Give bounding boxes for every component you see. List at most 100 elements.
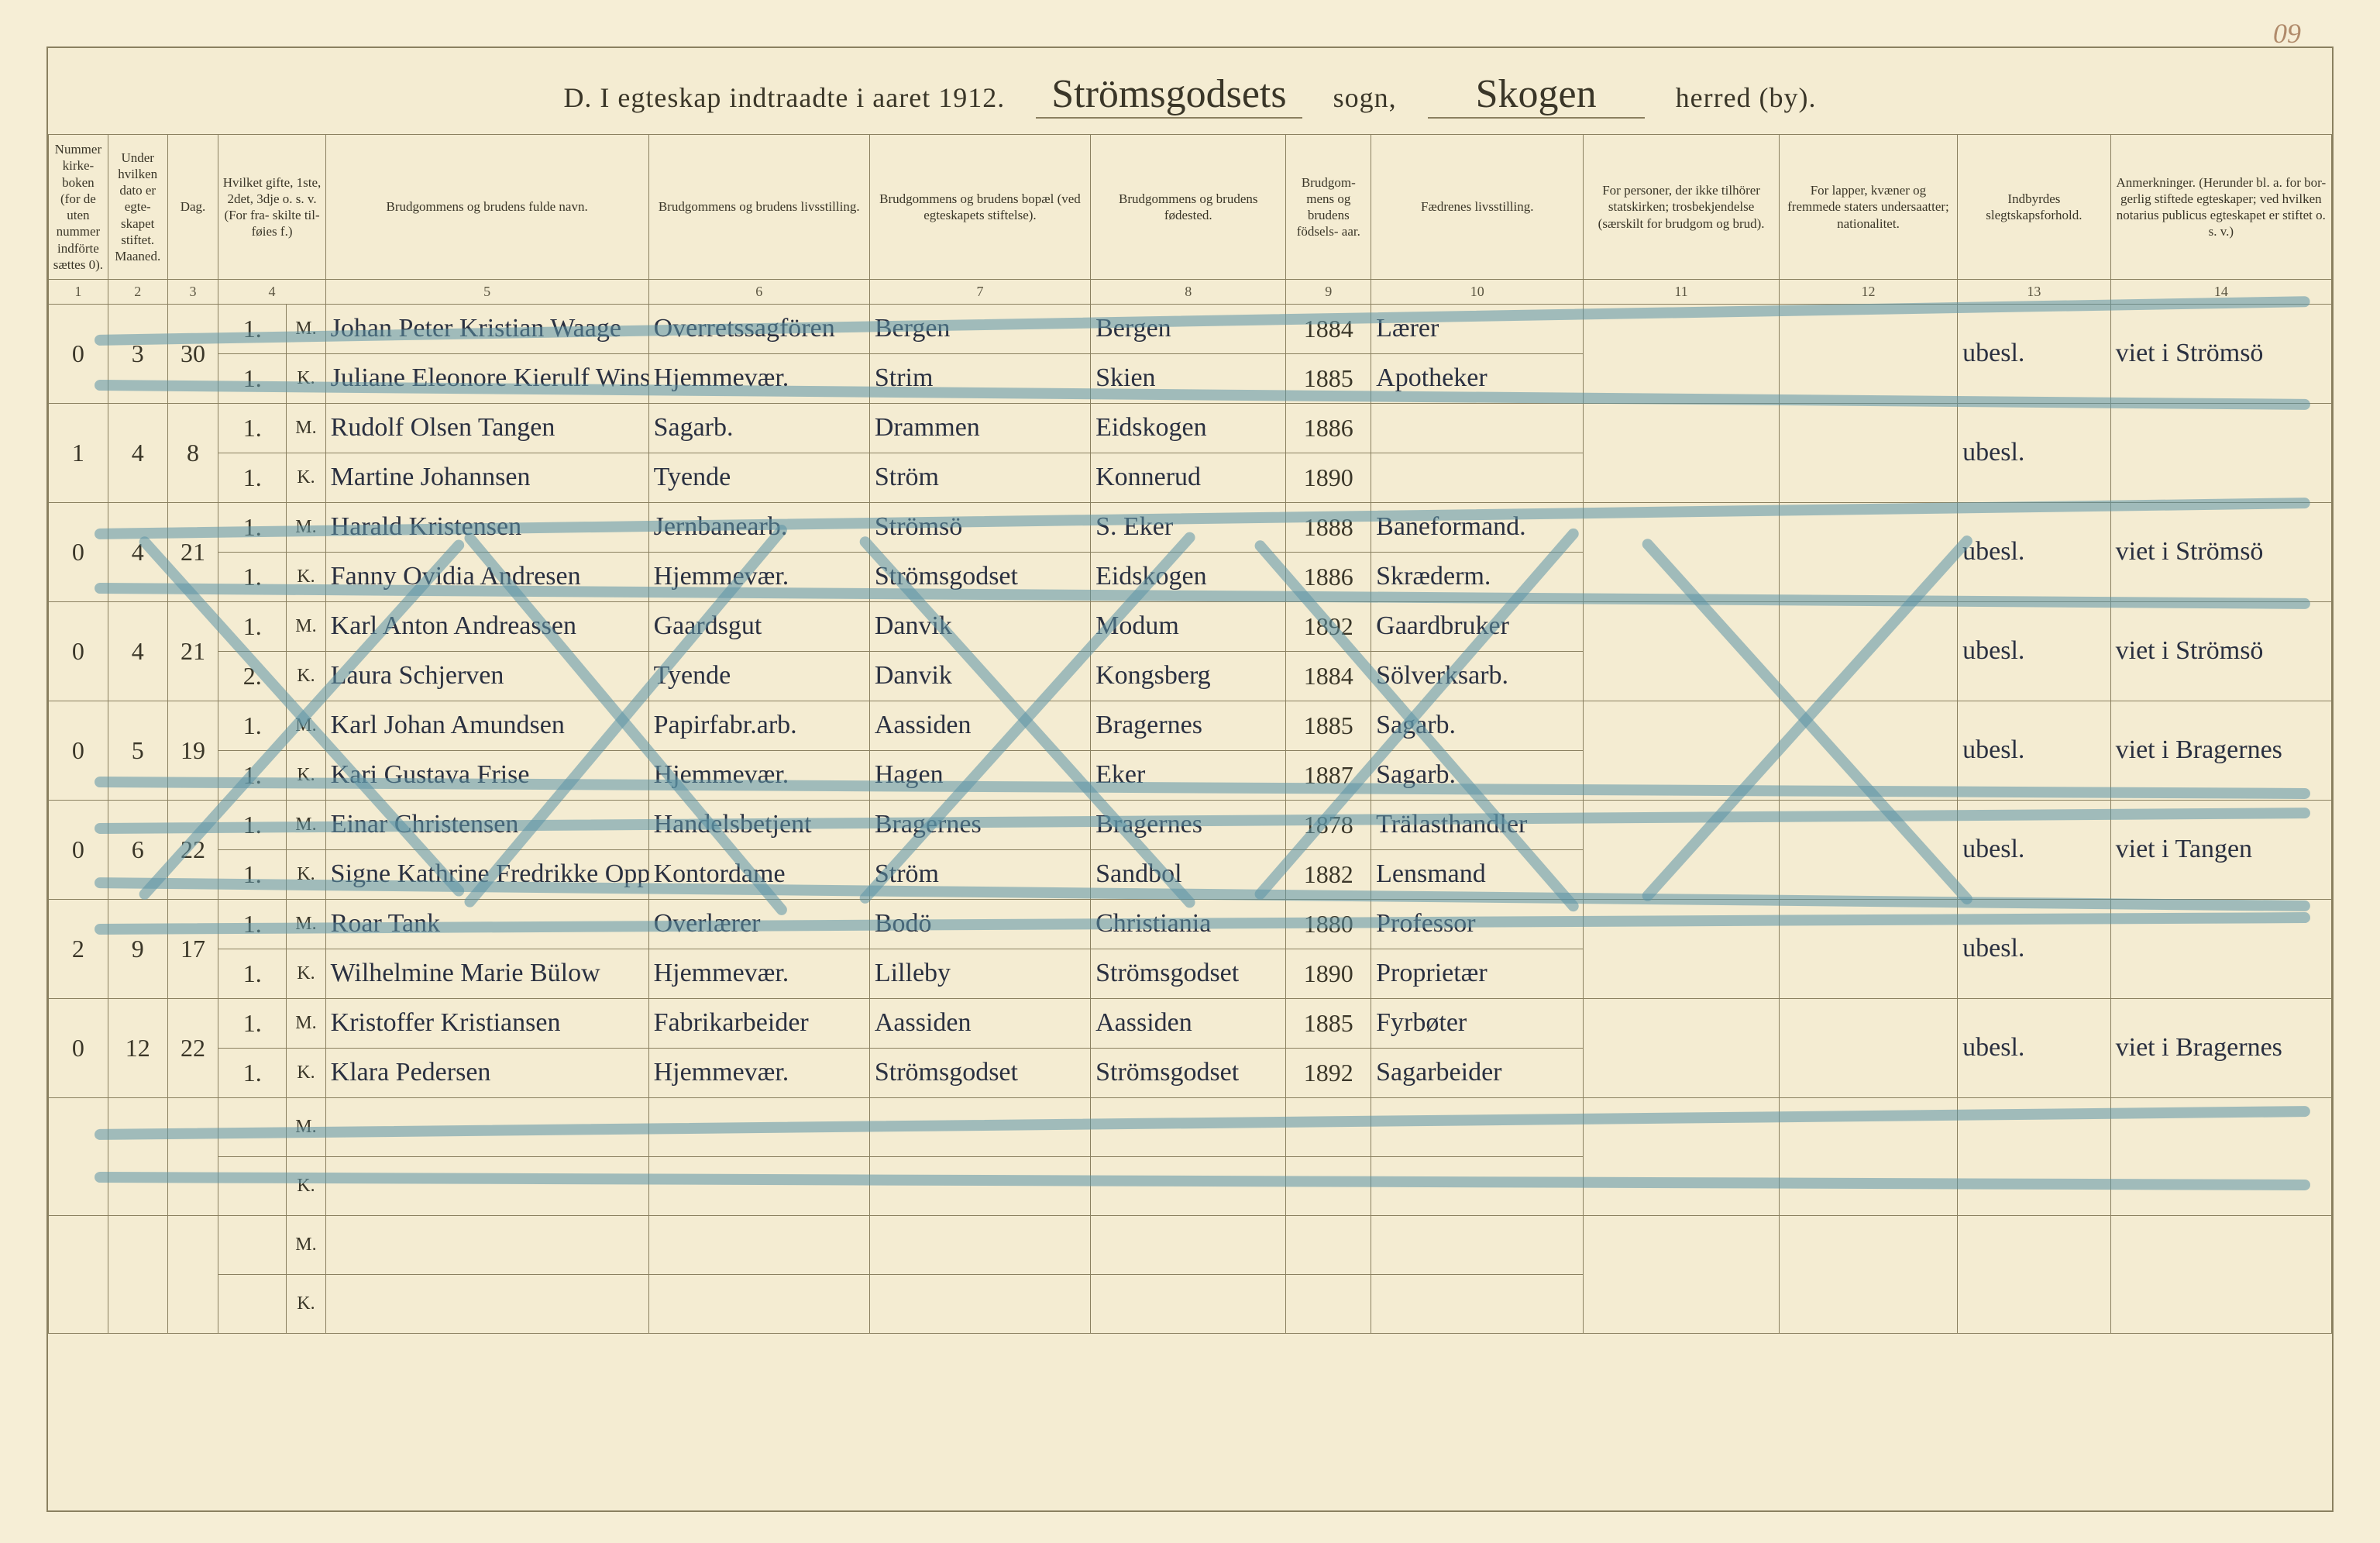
aar: 1892 bbox=[1286, 601, 1371, 651]
faedre: Skræderm. bbox=[1371, 552, 1584, 601]
dag: 21 bbox=[167, 502, 218, 601]
page-header: D. I egteskap indtraadte i aaret 1912. S… bbox=[48, 48, 2332, 134]
nr: 0 bbox=[49, 502, 108, 601]
col-number: 12 bbox=[1779, 280, 1957, 305]
navn: Signe Kathrine Fredrikke Opperud bbox=[325, 849, 648, 899]
c14: viet i Tangen bbox=[2110, 800, 2331, 899]
gifte: 1. bbox=[218, 899, 287, 949]
aar: 1887 bbox=[1286, 750, 1371, 800]
col-number: 9 bbox=[1286, 280, 1371, 305]
cell bbox=[218, 1156, 287, 1215]
bopel: Aassiden bbox=[869, 701, 1090, 750]
maaned: 4 bbox=[108, 601, 167, 701]
faedre: Trälasthandler bbox=[1371, 800, 1584, 849]
cell bbox=[218, 1215, 287, 1274]
bopel: Strömsgodset bbox=[869, 552, 1090, 601]
nr: 0 bbox=[49, 304, 108, 403]
navn: Martine Johannsen bbox=[325, 453, 648, 502]
gifte: 1. bbox=[218, 701, 287, 750]
cell bbox=[108, 1097, 167, 1215]
col-header: Brudgommens og brudens livsstilling. bbox=[648, 135, 869, 280]
cell bbox=[325, 1274, 648, 1333]
cell: K. bbox=[287, 1156, 325, 1215]
navn: Einar Christensen bbox=[325, 800, 648, 849]
faedre: Apotheker bbox=[1371, 353, 1584, 403]
c14: viet i Bragernes bbox=[2110, 998, 2331, 1097]
cell bbox=[1371, 1215, 1584, 1274]
c13: ubesl. bbox=[1958, 601, 2110, 701]
navn: Klara Pedersen bbox=[325, 1048, 648, 1097]
navn: Rudolf Olsen Tangen bbox=[325, 403, 648, 453]
dag: 22 bbox=[167, 998, 218, 1097]
stilling: Hjemmevær. bbox=[648, 353, 869, 403]
gifte: 1. bbox=[218, 849, 287, 899]
cell bbox=[1091, 1274, 1286, 1333]
cell bbox=[1286, 1097, 1371, 1156]
navn: Karl Johan Amundsen bbox=[325, 701, 648, 750]
register-page: 0 9 D. I egteskap indtraadte i aaret 1912… bbox=[46, 46, 2334, 1512]
navn: Fanny Ovidia Andresen bbox=[325, 552, 648, 601]
faedre: Sagarbeider bbox=[1371, 1048, 1584, 1097]
fodested: Bergen bbox=[1091, 304, 1286, 353]
dag: 8 bbox=[167, 403, 218, 502]
col-header: Brudgommens og brudens fulde navn. bbox=[325, 135, 648, 280]
dag: 30 bbox=[167, 304, 218, 403]
gifte: 1. bbox=[218, 998, 287, 1048]
mk-m: M. bbox=[287, 998, 325, 1048]
stilling: Hjemmevær. bbox=[648, 552, 869, 601]
stilling: Overretssagfören bbox=[648, 304, 869, 353]
table-row: 04211.M.Karl Anton AndreassenGaardsgutDa… bbox=[49, 601, 2332, 651]
c12 bbox=[1779, 701, 1957, 800]
c14: viet i Bragernes bbox=[2110, 701, 2331, 800]
aar: 1886 bbox=[1286, 552, 1371, 601]
faedre: Lærer bbox=[1371, 304, 1584, 353]
navn: Kari Gustava Frise bbox=[325, 750, 648, 800]
cell bbox=[869, 1097, 1090, 1156]
stilling: Hjemmevær. bbox=[648, 949, 869, 998]
cell bbox=[1371, 1274, 1584, 1333]
table-row: 29171.M.Roar TankOverlærerBodöChristiani… bbox=[49, 899, 2332, 949]
aar: 1878 bbox=[1286, 800, 1371, 849]
col-number: 13 bbox=[1958, 280, 2110, 305]
gifte: 1. bbox=[218, 403, 287, 453]
col-number: 14 bbox=[2110, 280, 2331, 305]
cell bbox=[1371, 1097, 1584, 1156]
aar: 1890 bbox=[1286, 453, 1371, 502]
c11 bbox=[1584, 701, 1779, 800]
header-prefix: D. I egteskap indtraadte i aaret 1912. bbox=[563, 81, 1005, 114]
faedre: Sagarb. bbox=[1371, 750, 1584, 800]
stilling: Jernbanearb. bbox=[648, 502, 869, 552]
faedre: Sagarb. bbox=[1371, 701, 1584, 750]
cell bbox=[648, 1097, 869, 1156]
cell bbox=[869, 1156, 1090, 1215]
cell bbox=[1584, 1097, 1779, 1215]
gifte: 1. bbox=[218, 750, 287, 800]
gifte: 1. bbox=[218, 304, 287, 353]
mk-k: K. bbox=[287, 353, 325, 403]
bopel: Ström bbox=[869, 849, 1090, 899]
stilling: Handelsbetjent bbox=[648, 800, 869, 849]
dag: 22 bbox=[167, 800, 218, 899]
fodested: Kongsberg bbox=[1091, 651, 1286, 701]
cell bbox=[1371, 1156, 1584, 1215]
table-row: 05191.M.Karl Johan AmundsenPapirfabr.arb… bbox=[49, 701, 2332, 750]
c11 bbox=[1584, 502, 1779, 601]
navn: Roar Tank bbox=[325, 899, 648, 949]
gifte: 2. bbox=[218, 651, 287, 701]
dag: 17 bbox=[167, 899, 218, 998]
aar: 1885 bbox=[1286, 353, 1371, 403]
herred-label: herred (by). bbox=[1676, 81, 1817, 114]
gifte: 1. bbox=[218, 949, 287, 998]
faedre: Lensmand bbox=[1371, 849, 1584, 899]
cell bbox=[325, 1215, 648, 1274]
faedre: Fyrbøter bbox=[1371, 998, 1584, 1048]
faedre: Baneformand. bbox=[1371, 502, 1584, 552]
navn: Harald Kristensen bbox=[325, 502, 648, 552]
fodested: Christiania bbox=[1091, 899, 1286, 949]
fodested: Modum bbox=[1091, 601, 1286, 651]
mk-k: K. bbox=[287, 552, 325, 601]
maaned: 6 bbox=[108, 800, 167, 899]
cell bbox=[1286, 1274, 1371, 1333]
fodested: Strömsgodset bbox=[1091, 949, 1286, 998]
mk-k: K. bbox=[287, 750, 325, 800]
